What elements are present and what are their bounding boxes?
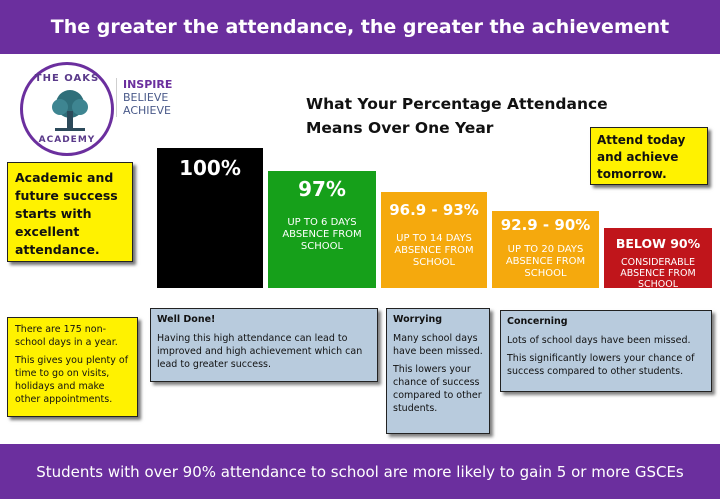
- bottom-banner: Students with over 90% attendance to sch…: [0, 444, 720, 499]
- chart-heading: What Your Percentage Attendance Means Ov…: [306, 92, 626, 140]
- worrying-text-2: This lowers your chance of success compa…: [393, 364, 482, 414]
- success-note: Academic and future success starts with …: [7, 162, 133, 262]
- motto-line-2: BELIEVE: [123, 91, 169, 104]
- bar-below-90: BELOW 90% CONSIDERABLE ABSENCE FROM SCHO…: [604, 228, 712, 290]
- bar-100-label: 100%: [179, 156, 241, 180]
- bar-96-93-desc-1: UP TO 14 DAYS: [396, 233, 472, 244]
- top-banner-text: The greater the attendance, the greater …: [50, 16, 670, 38]
- bar-92-90-desc-1: UP TO 20 DAYS: [507, 244, 584, 255]
- heading-line-1: What Your Percentage Attendance: [306, 95, 608, 113]
- bar-97-label: 97%: [298, 177, 346, 201]
- top-banner: The greater the attendance, the greater …: [0, 0, 720, 54]
- worrying-title: Worrying: [393, 314, 443, 325]
- concerning-box: Concerning Lots of school days have been…: [500, 310, 712, 392]
- oak-tree-icon: [52, 90, 88, 131]
- bar-92-90: 92.9 - 90% UP TO 20 DAYS ABSENCE FROM SC…: [492, 211, 599, 288]
- non-school-days-text: There are 175 non-school days in a year.: [15, 324, 118, 348]
- appointments-text: This gives you plenty of time to go on v…: [15, 355, 129, 405]
- bottom-banner-text: Students with over 90% attendance to sch…: [36, 462, 684, 481]
- bar-92-90-label: 92.9 - 90%: [500, 216, 591, 234]
- bar-below-90-desc-1: CONSIDERABLE: [621, 257, 695, 268]
- concerning-text-2: This significantly lowers your chance of…: [507, 353, 695, 377]
- bar-below-90-label: BELOW 90%: [615, 236, 701, 251]
- motto-line-1: INSPIRE: [123, 78, 173, 91]
- academy-logo: THE OAKS ACADEMY: [20, 62, 114, 156]
- logo-bottom-text: ACADEMY: [38, 135, 96, 145]
- bar-96-93-desc-2: ABSENCE FROM SCHOOL: [394, 245, 474, 268]
- bar-96-93: 96.9 - 93% UP TO 14 DAYS ABSENCE FROM SC…: [381, 192, 487, 288]
- bar-100: 100%: [157, 148, 263, 288]
- concerning-text-1: Lots of school days have been missed.: [507, 335, 691, 346]
- bar-97-desc-2: ABSENCE FROM SCHOOL: [282, 229, 362, 252]
- bar-96-93-label: 96.9 - 93%: [389, 201, 479, 219]
- well-done-title: Well Done!: [157, 314, 216, 325]
- well-done-box: Well Done! Having this high attendance c…: [150, 308, 378, 382]
- tagline-note: Attend today and achieve tomorrow.: [590, 127, 708, 185]
- well-done-text: Having this high attendance can lead to …: [157, 333, 363, 370]
- bar-below-90-desc-2: ABSENCE FROM SCHOOL: [620, 268, 696, 290]
- bar-92-90-desc-2: ABSENCE FROM SCHOOL: [505, 256, 586, 279]
- worrying-box: Worrying Many school days have been miss…: [386, 308, 490, 434]
- bar-97-desc-1: UP TO 6 DAYS: [287, 217, 357, 228]
- motto-line-3: ACHIEVE: [123, 104, 171, 117]
- non-school-days-note: There are 175 non-school days in a year.…: [7, 317, 138, 417]
- heading-line-2: Means Over One Year: [306, 119, 494, 137]
- motto: INSPIRE BELIEVE ACHIEVE: [116, 78, 181, 117]
- concerning-title: Concerning: [507, 316, 568, 327]
- worrying-text-1: Many school days have been missed.: [393, 333, 483, 357]
- logo-top-text: THE OAKS: [34, 73, 100, 84]
- bar-97: 97% UP TO 6 DAYS ABSENCE FROM SCHOOL: [268, 171, 376, 288]
